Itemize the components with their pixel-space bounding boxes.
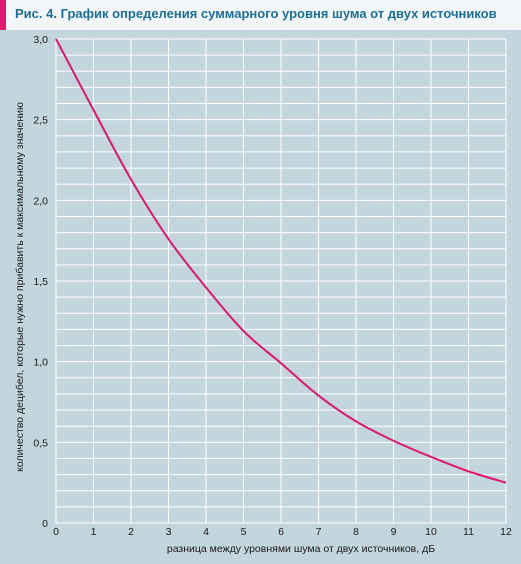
title-bar: Рис. 4. График определения суммарного ур… bbox=[0, 0, 521, 30]
y-tick-label: 1,5 bbox=[33, 276, 48, 288]
y-tick-label: 2,5 bbox=[33, 115, 48, 127]
x-tick-label: 2 bbox=[128, 526, 134, 538]
x-tick-label: 7 bbox=[316, 526, 322, 538]
y-tick-label: 0,5 bbox=[33, 437, 48, 449]
x-tick-label: 8 bbox=[353, 526, 359, 538]
x-tick-label: 5 bbox=[241, 526, 247, 538]
y-tick-label: 0 bbox=[42, 518, 48, 530]
x-tick-label: 9 bbox=[391, 526, 397, 538]
x-tick-label: 4 bbox=[203, 526, 209, 538]
grid bbox=[55, 38, 507, 524]
y-axis-ticks: 0 0,5 1,0 1,5 2,0 2,5 3,0 bbox=[33, 34, 48, 530]
x-tick-label: 1 bbox=[91, 526, 97, 538]
x-tick-label: 3 bbox=[166, 526, 172, 538]
title-accent bbox=[0, 0, 6, 30]
y-axis-label: количество децибел, которые нужно прибав… bbox=[14, 102, 26, 472]
x-tick-label: 6 bbox=[278, 526, 284, 538]
series-line bbox=[55, 38, 507, 484]
x-axis-ticks: 0 1 2 3 4 5 6 7 8 9 10 11 12 bbox=[53, 526, 512, 538]
x-tick-label: 11 bbox=[463, 526, 474, 538]
x-tick-label: 12 bbox=[500, 526, 512, 538]
x-tick-label: 0 bbox=[53, 526, 59, 538]
y-tick-label: 3,0 bbox=[33, 34, 48, 46]
x-axis-label: разница между уровнями шума от двух исто… bbox=[167, 543, 435, 555]
y-tick-label: 2,0 bbox=[33, 195, 48, 207]
y-tick-label: 1,0 bbox=[33, 357, 48, 369]
curve-layer bbox=[55, 38, 507, 484]
chart-title: Рис. 4. График определения суммарного ур… bbox=[15, 6, 497, 21]
x-tick-label: 10 bbox=[425, 526, 437, 538]
